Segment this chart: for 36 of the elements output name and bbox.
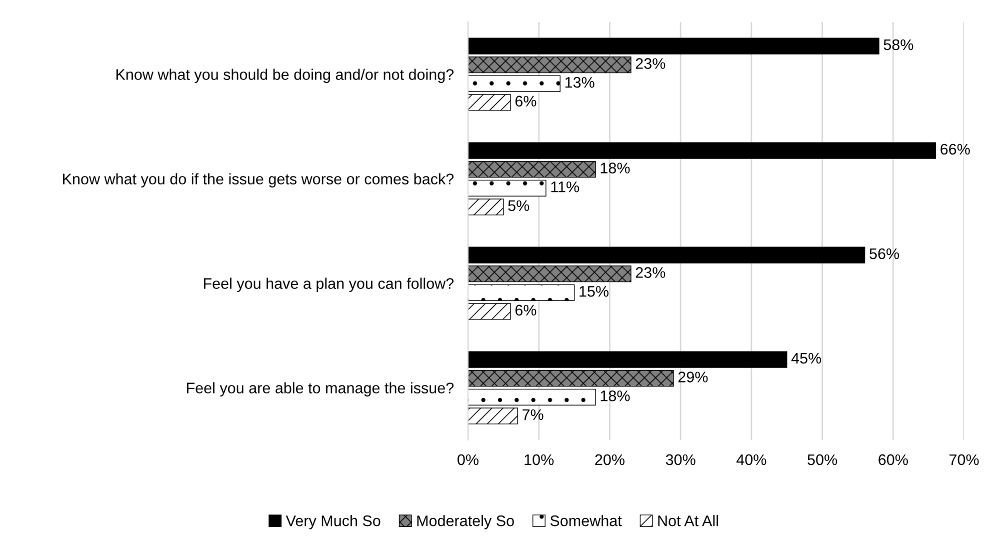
data-label: 6% xyxy=(515,96,536,107)
x-tick-label: 30% xyxy=(666,454,696,466)
legend-label: Somewhat xyxy=(550,515,622,526)
data-label: 11% xyxy=(551,182,580,192)
data-label: 6% xyxy=(515,304,536,316)
legend-label: Moderately So xyxy=(417,515,514,530)
data-label: 7% xyxy=(522,409,544,420)
data-label: 23% xyxy=(636,267,666,278)
data-label: 66% xyxy=(940,144,970,155)
data-label: 15% xyxy=(580,286,608,297)
y-tick-label: Feel you are able to manage the issue? xyxy=(187,382,454,396)
data-label: 45% xyxy=(791,352,822,364)
x-tick-label: 60% xyxy=(878,454,908,466)
x-tick-label: 40% xyxy=(736,454,766,466)
bar xyxy=(468,142,936,159)
legend-label: Not At All xyxy=(658,515,718,526)
data-label: 58% xyxy=(884,39,914,50)
data-label: 29% xyxy=(678,372,708,382)
x-tick-label: 50% xyxy=(808,454,838,466)
x-tick-label: 10% xyxy=(524,454,554,466)
x-tick-label: 20% xyxy=(595,454,624,466)
y-tick-label: Feel you have a plan you can follow? xyxy=(204,278,454,292)
bar xyxy=(468,351,788,368)
x-tick-label: 0% xyxy=(458,454,478,466)
x-tick-label: 70% xyxy=(949,454,979,466)
data-label: 23% xyxy=(636,58,666,69)
data-label: 5% xyxy=(508,200,530,212)
y-tick-label: Know what you do if the issue gets worse or comes back? xyxy=(63,173,454,188)
data-label: 13% xyxy=(565,76,594,88)
bar xyxy=(468,246,866,264)
legend-label: Very Much So xyxy=(286,515,380,530)
data-label: 56% xyxy=(870,248,899,260)
data-label: 18% xyxy=(600,390,630,402)
bar xyxy=(468,38,880,54)
y-tick-label: Know what you should be doing and/or not doing? xyxy=(116,68,454,83)
data-label: 18% xyxy=(600,162,630,174)
